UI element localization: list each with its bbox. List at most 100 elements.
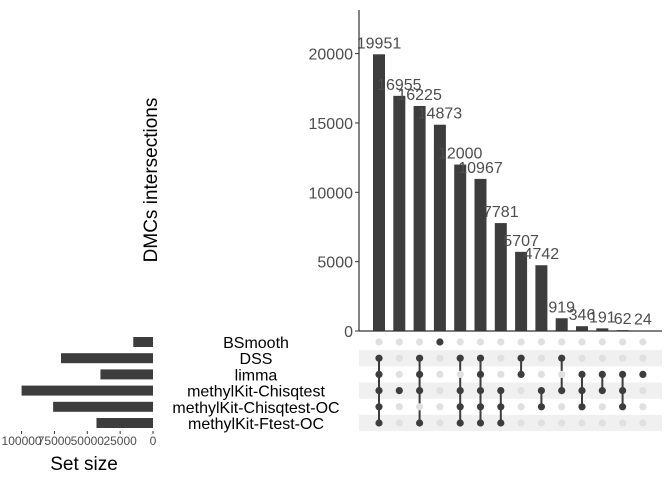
set-size-bars: [22, 337, 153, 428]
set-size-bar: [96, 418, 153, 428]
matrix-dot-active: [639, 371, 646, 378]
matrix-dot-active: [619, 371, 626, 378]
matrix-dot-active: [416, 355, 423, 362]
matrix-dot-active: [477, 371, 484, 378]
y-tick-label: 15000: [309, 116, 354, 133]
matrix-dot-active: [599, 387, 606, 394]
matrix-dot-inactive: [396, 371, 403, 378]
matrix-dot-active: [477, 355, 484, 362]
intersection-bar-label: 19951: [357, 35, 402, 52]
matrix-dot-active: [416, 371, 423, 378]
intersection-bar: [556, 318, 568, 331]
matrix-dot-active: [477, 387, 484, 394]
matrix-dot-active: [457, 419, 464, 426]
matrix-dot-active: [477, 403, 484, 410]
intersection-bar: [393, 96, 405, 331]
matrix-dot-inactive: [457, 338, 464, 345]
matrix-dot-inactive: [599, 419, 606, 426]
set-size-bar: [61, 353, 153, 363]
matrix-dot-inactive: [639, 387, 646, 394]
matrix-dot-inactive: [396, 338, 403, 345]
matrix-dot-active: [416, 387, 423, 394]
matrix-dot-active: [457, 355, 464, 362]
matrix-dot-inactive: [599, 355, 606, 362]
matrix-row-stripe: [359, 350, 662, 366]
matrix-dot-inactive: [518, 419, 525, 426]
matrix-dot-inactive: [436, 355, 443, 362]
set-tick-label: 75000: [38, 434, 72, 448]
matrix-dot-inactive: [518, 387, 525, 394]
matrix-dot-active: [497, 387, 504, 394]
matrix-dot-inactive: [639, 403, 646, 410]
matrix-dot-inactive: [518, 403, 525, 410]
matrix-dot-inactive: [619, 338, 626, 345]
matrix-dot-inactive: [619, 419, 626, 426]
matrix-dot-inactive: [558, 403, 565, 410]
set-size-bar: [53, 402, 153, 412]
matrix-dot-active: [375, 387, 382, 394]
set-tick-label: 0: [150, 434, 157, 448]
set-name-label: limma: [235, 367, 278, 384]
set-tick-label: 100000: [2, 434, 42, 448]
intersection-bar: [535, 265, 547, 331]
matrix-dot-inactive: [619, 355, 626, 362]
matrix-dot-active: [497, 403, 504, 410]
matrix-dot-inactive: [497, 371, 504, 378]
matrix-dot-inactive: [477, 338, 484, 345]
set-name-label: methylKit-Chisqtest-OC: [172, 400, 339, 417]
intersection-bar: [454, 165, 466, 331]
matrix-dot-active: [416, 419, 423, 426]
matrix-dot-inactive: [497, 355, 504, 362]
matrix-dot-active: [558, 355, 565, 362]
matrix-dot-inactive: [558, 371, 565, 378]
intersection-bar: [576, 326, 588, 331]
intersection-bar: [414, 106, 426, 331]
matrix-dot-active: [375, 419, 382, 426]
matrix-dot-inactive: [436, 403, 443, 410]
intersection-bar-label: 4742: [524, 246, 560, 263]
y-tick-label: 0: [344, 324, 353, 341]
matrix-dot-inactive: [538, 371, 545, 378]
intersection-bar-label: 62: [614, 311, 632, 328]
matrix-dot-active: [538, 387, 545, 394]
matrix-dot-inactive: [497, 338, 504, 345]
set-name-label: methylKit-Ftest-OC: [188, 416, 324, 433]
set-name-label: DSS: [240, 351, 273, 368]
matrix-dot-active: [477, 419, 484, 426]
matrix-dot-inactive: [518, 338, 525, 345]
matrix-dot-active: [538, 403, 545, 410]
matrix-dot-active: [619, 403, 626, 410]
matrix-dot-inactive: [578, 419, 585, 426]
set-size-bar: [22, 386, 153, 396]
matrix-dot-inactive: [639, 338, 646, 345]
matrix-dot-active: [558, 387, 565, 394]
matrix-dot-inactive: [436, 419, 443, 426]
matrix-row-stripe: [359, 383, 662, 399]
set-name-label: methylKit-Chisqtest: [187, 384, 325, 401]
y-tick-label: 5000: [317, 255, 353, 272]
intersection-bar: [515, 252, 527, 331]
matrix-dot-active: [578, 403, 585, 410]
matrix-dot-inactive: [416, 338, 423, 345]
matrix-dot-inactive: [538, 355, 545, 362]
matrix-dot-active: [457, 403, 464, 410]
matrix-dot-active: [436, 338, 443, 345]
matrix-dot-inactive: [578, 338, 585, 345]
matrix-dot-active: [375, 355, 382, 362]
intersection-bar-label: 14873: [418, 106, 463, 123]
matrix-dot-inactive: [436, 387, 443, 394]
matrix-dot-inactive: [538, 419, 545, 426]
matrix-dot-active: [375, 403, 382, 410]
intersection-bar-label: 191: [589, 309, 616, 326]
set-size-axis-title: Set size: [50, 454, 118, 475]
matrix-dot-inactive: [396, 419, 403, 426]
set-size-bar: [133, 337, 153, 347]
matrix-dot-inactive: [538, 338, 545, 345]
matrix-dot-inactive: [639, 355, 646, 362]
y-tick-label: 10000: [309, 185, 354, 202]
intersection-bar-label: 16225: [397, 87, 442, 104]
matrix-dot-active: [518, 371, 525, 378]
matrix-dot-active: [396, 387, 403, 394]
